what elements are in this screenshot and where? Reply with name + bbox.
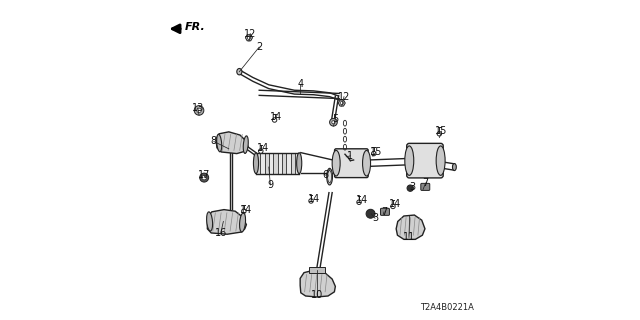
FancyBboxPatch shape — [335, 149, 368, 178]
Text: 4: 4 — [297, 79, 303, 89]
Circle shape — [259, 149, 263, 153]
Ellipse shape — [217, 134, 221, 152]
Text: 14: 14 — [269, 112, 282, 122]
Polygon shape — [207, 210, 246, 234]
Text: 12: 12 — [338, 92, 350, 102]
Text: 13: 13 — [191, 103, 204, 113]
FancyBboxPatch shape — [286, 153, 291, 173]
Ellipse shape — [332, 150, 340, 176]
Text: 7: 7 — [381, 207, 387, 217]
Text: 17: 17 — [198, 170, 211, 180]
FancyBboxPatch shape — [256, 153, 260, 173]
Circle shape — [357, 200, 361, 204]
Circle shape — [248, 36, 251, 39]
FancyBboxPatch shape — [291, 153, 295, 173]
Circle shape — [371, 151, 376, 156]
FancyBboxPatch shape — [260, 153, 265, 173]
Ellipse shape — [243, 136, 248, 153]
FancyBboxPatch shape — [421, 183, 430, 190]
Circle shape — [332, 121, 335, 124]
Ellipse shape — [297, 153, 302, 173]
Text: 15: 15 — [370, 147, 382, 157]
FancyBboxPatch shape — [282, 153, 286, 173]
Text: 8: 8 — [211, 136, 217, 147]
Circle shape — [272, 118, 277, 122]
Text: 6: 6 — [323, 170, 329, 180]
FancyBboxPatch shape — [407, 143, 443, 178]
FancyBboxPatch shape — [309, 267, 325, 273]
Polygon shape — [396, 215, 425, 239]
Text: 3: 3 — [410, 182, 416, 192]
Text: 14: 14 — [355, 195, 368, 205]
FancyBboxPatch shape — [269, 153, 273, 173]
Circle shape — [202, 175, 206, 180]
Text: 5: 5 — [332, 114, 339, 124]
Text: 14: 14 — [240, 204, 253, 215]
Text: 16: 16 — [214, 228, 227, 238]
FancyBboxPatch shape — [380, 208, 389, 215]
Text: 10: 10 — [310, 290, 323, 300]
Text: 15: 15 — [435, 126, 448, 136]
Ellipse shape — [328, 171, 332, 183]
Ellipse shape — [239, 213, 246, 232]
Circle shape — [200, 173, 209, 182]
Circle shape — [390, 204, 396, 209]
Circle shape — [197, 108, 201, 113]
Text: T2A4B0221A: T2A4B0221A — [420, 303, 474, 312]
Circle shape — [330, 118, 337, 126]
Polygon shape — [216, 132, 248, 154]
Ellipse shape — [436, 146, 445, 175]
FancyBboxPatch shape — [265, 153, 269, 173]
Text: FR.: FR. — [185, 22, 205, 32]
Text: 14: 14 — [257, 143, 269, 153]
Ellipse shape — [327, 168, 333, 185]
Text: 7: 7 — [422, 178, 429, 188]
Circle shape — [308, 199, 314, 203]
Text: 12: 12 — [244, 28, 257, 39]
Polygon shape — [339, 100, 346, 106]
Text: 2: 2 — [256, 42, 262, 52]
Ellipse shape — [207, 212, 212, 231]
Ellipse shape — [253, 153, 259, 173]
Circle shape — [242, 209, 246, 213]
Text: 14: 14 — [307, 194, 320, 204]
Text: 11: 11 — [403, 232, 415, 243]
Circle shape — [340, 101, 344, 105]
Ellipse shape — [452, 164, 456, 171]
Circle shape — [407, 185, 413, 191]
Polygon shape — [246, 35, 253, 41]
Text: 9: 9 — [268, 180, 273, 190]
Ellipse shape — [404, 146, 414, 175]
Circle shape — [195, 106, 204, 115]
Text: 3: 3 — [372, 213, 378, 223]
FancyBboxPatch shape — [295, 153, 300, 173]
Circle shape — [437, 132, 442, 136]
Polygon shape — [300, 270, 335, 297]
Text: 1: 1 — [348, 151, 353, 161]
Ellipse shape — [362, 150, 371, 176]
FancyBboxPatch shape — [278, 153, 282, 173]
FancyBboxPatch shape — [273, 153, 278, 173]
Circle shape — [366, 209, 375, 218]
Ellipse shape — [237, 68, 242, 75]
Text: 14: 14 — [389, 199, 401, 209]
